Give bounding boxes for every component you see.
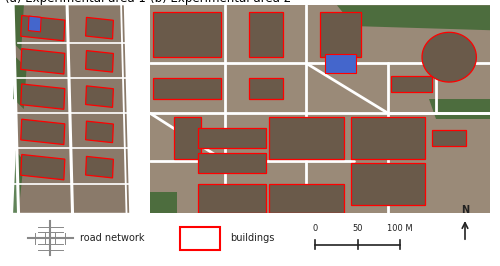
Polygon shape <box>150 192 177 213</box>
Polygon shape <box>320 11 361 57</box>
Text: 100 M: 100 M <box>387 224 413 233</box>
Polygon shape <box>21 84 65 109</box>
Polygon shape <box>248 11 282 57</box>
Polygon shape <box>86 121 114 143</box>
Text: 50: 50 <box>352 224 363 233</box>
Polygon shape <box>198 184 266 213</box>
Polygon shape <box>325 54 356 73</box>
Polygon shape <box>432 130 466 146</box>
Polygon shape <box>86 156 114 178</box>
Polygon shape <box>13 57 26 109</box>
Polygon shape <box>86 17 114 39</box>
Polygon shape <box>21 119 65 144</box>
Polygon shape <box>350 163 426 205</box>
Polygon shape <box>269 117 344 159</box>
Polygon shape <box>13 5 24 51</box>
Polygon shape <box>86 51 114 72</box>
Polygon shape <box>86 86 114 107</box>
Polygon shape <box>13 151 24 213</box>
Polygon shape <box>28 16 41 32</box>
Polygon shape <box>429 99 490 119</box>
Polygon shape <box>21 155 65 180</box>
Polygon shape <box>248 78 282 99</box>
Polygon shape <box>198 153 266 173</box>
Polygon shape <box>154 78 222 99</box>
Polygon shape <box>174 117 201 159</box>
Polygon shape <box>337 5 490 30</box>
Polygon shape <box>154 11 222 57</box>
Polygon shape <box>392 76 432 93</box>
Text: buildings: buildings <box>230 233 274 243</box>
Polygon shape <box>269 184 344 213</box>
Text: road network: road network <box>80 233 144 243</box>
Polygon shape <box>422 32 476 82</box>
Polygon shape <box>350 117 426 159</box>
Text: (b) Experimental area 2: (b) Experimental area 2 <box>150 0 291 5</box>
Bar <box>180 227 220 250</box>
Polygon shape <box>13 5 129 213</box>
Polygon shape <box>21 15 65 41</box>
Text: N: N <box>461 205 469 215</box>
Polygon shape <box>21 49 65 74</box>
Polygon shape <box>198 128 266 148</box>
Polygon shape <box>150 5 490 213</box>
Text: (a) Experimental area 1: (a) Experimental area 1 <box>5 0 146 5</box>
Text: 0: 0 <box>312 224 318 233</box>
